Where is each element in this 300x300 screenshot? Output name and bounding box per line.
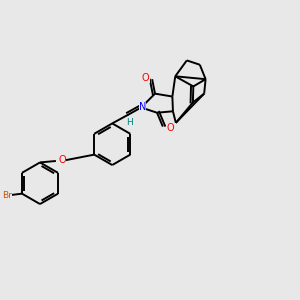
Text: O: O bbox=[142, 73, 150, 83]
Text: N: N bbox=[139, 102, 146, 112]
Text: O: O bbox=[166, 123, 174, 133]
Text: O: O bbox=[58, 155, 66, 165]
Text: Br: Br bbox=[2, 190, 12, 200]
Text: H: H bbox=[126, 118, 133, 127]
